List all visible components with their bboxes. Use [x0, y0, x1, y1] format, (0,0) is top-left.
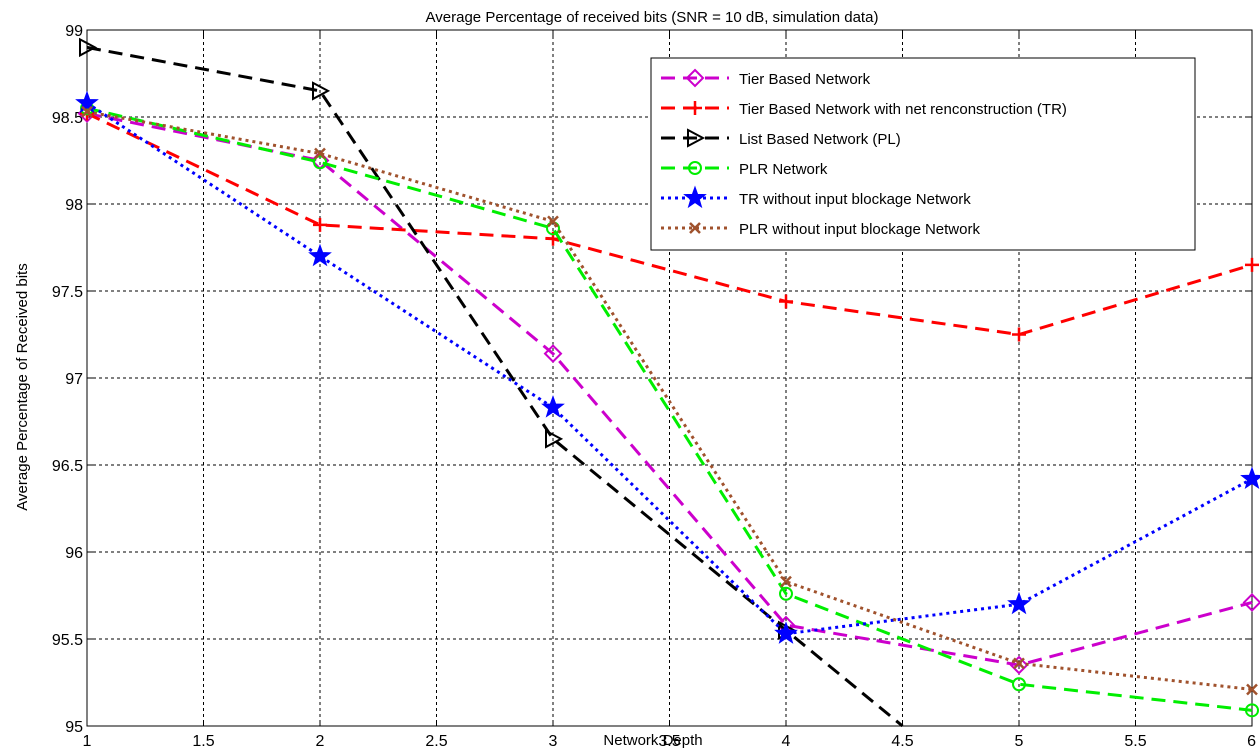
data-point [1246, 683, 1258, 696]
data-point [547, 215, 559, 228]
data-point [1242, 593, 1260, 612]
legend-marker [688, 101, 702, 115]
data-point [314, 147, 326, 160]
chart-title: Average Percentage of received bits (SNR… [426, 9, 879, 26]
x-tick-label: 4 [782, 733, 791, 750]
data-point [545, 429, 564, 449]
series-line [86, 45, 904, 728]
legend-label: TR without input blockage Network [739, 191, 971, 208]
y-tick-label: 97 [65, 371, 83, 388]
series-6 [81, 105, 1258, 696]
data-point [780, 575, 792, 588]
legend-marker [689, 222, 701, 234]
y-axis-label: Average Percentage of Received bits [14, 263, 31, 510]
legend-label: PLR without input blockage Network [739, 221, 980, 238]
y-tick-label: 95.5 [52, 632, 83, 649]
x-tick-label: 2 [316, 733, 325, 750]
data-point [1012, 677, 1026, 692]
x-tick-label: 3.5 [658, 733, 680, 750]
data-point [1245, 703, 1259, 718]
legend-item: List Based Network (PL) [661, 128, 901, 148]
data-point [81, 105, 93, 118]
data-point [1007, 591, 1031, 615]
x-axis-label: Network Depth [603, 732, 702, 749]
legend-item: PLR without input blockage Network [661, 221, 980, 238]
y-tick-label: 96 [65, 545, 83, 562]
y-tick-label: 98.5 [52, 110, 83, 127]
x-tick-label: 5 [1015, 733, 1024, 750]
legend-item: TR without input blockage Network [661, 185, 971, 209]
y-tick-label: 99 [65, 23, 83, 40]
x-tick-label: 3 [549, 733, 558, 750]
series-line [86, 101, 1253, 636]
x-tick-label: 5.5 [1124, 733, 1146, 750]
data-point [308, 243, 332, 267]
legend-label: PLR Network [739, 161, 828, 178]
legend-label: Tier Based Network [739, 71, 871, 88]
data-point [1013, 657, 1025, 670]
x-tick-label: 4.5 [891, 733, 913, 750]
data-point [79, 37, 98, 58]
x-tick-label: 1 [83, 733, 92, 750]
legend-marker [688, 161, 702, 175]
legend-item: PLR Network [661, 161, 828, 178]
legend-item: Tier Based Network [661, 68, 871, 88]
data-point [75, 90, 99, 114]
legend-marker [683, 185, 707, 209]
x-tick-label: 2.5 [425, 733, 447, 750]
x-tick-label: 1.5 [192, 733, 214, 750]
y-tick-label: 97.5 [52, 284, 83, 301]
x-axis: 1 1.5 2 2.5 3 3.5 4 4.5 5 5.5 6 [83, 30, 1256, 750]
legend: Tier Based Network Tier Based Network wit… [650, 57, 1196, 251]
y-tick-label: 96.5 [52, 458, 83, 475]
data-point [779, 294, 793, 309]
data-point [541, 395, 565, 418]
y-axis: 95 95.5 96 96.5 97 97.5 98 98.5 99 [52, 23, 1252, 736]
legend-box [650, 57, 1196, 251]
legend-marker [685, 68, 705, 88]
x-tick-label: 6 [1247, 733, 1256, 750]
legend-marker [687, 128, 706, 148]
legend-label: Tier Based Network with net renconstruct… [739, 101, 1067, 118]
data-point [779, 586, 793, 601]
y-tick-label: 98 [65, 197, 83, 214]
legend-label: List Based Network (PL) [739, 131, 901, 148]
data-point [543, 344, 563, 364]
data-point [1012, 327, 1026, 342]
data-point [774, 621, 798, 644]
series-line [86, 106, 1253, 712]
data-point [312, 81, 331, 101]
y-tick-label: 95 [65, 719, 83, 736]
series-line [86, 110, 1253, 691]
data-point [1245, 257, 1259, 272]
data-point [313, 217, 327, 232]
data-point [313, 155, 327, 170]
legend-item: Tier Based Network with net renconstruct… [661, 101, 1067, 118]
